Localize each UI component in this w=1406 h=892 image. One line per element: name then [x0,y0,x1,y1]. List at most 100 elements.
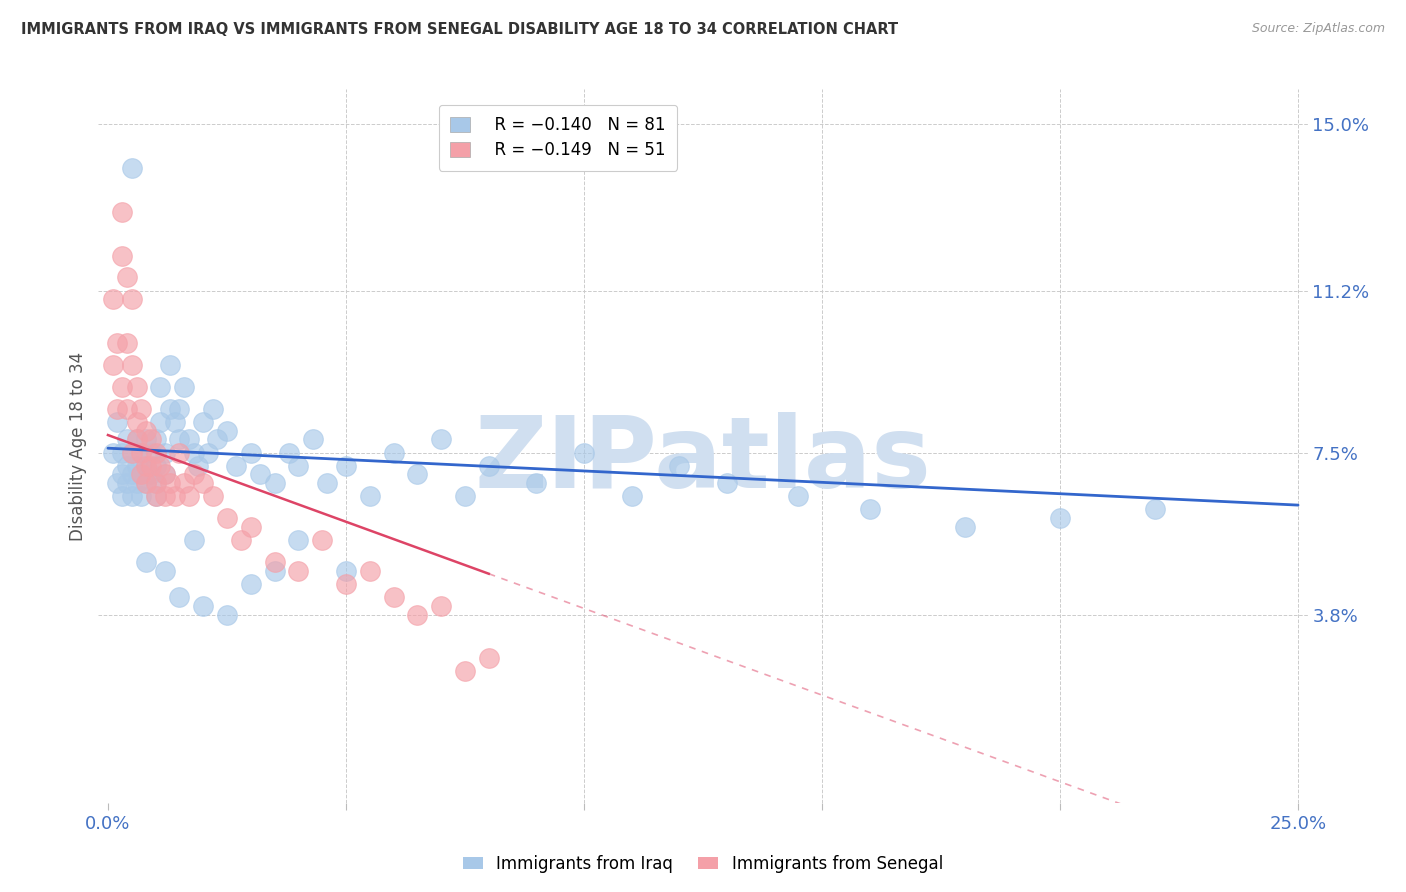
Point [287,564,309,578]
Point [145,476,167,491]
Point [125,380,148,394]
Point [277,445,299,459]
Point [382,590,405,604]
Point [139,467,162,482]
Point [215,511,238,525]
Point [145,433,167,447]
Point [121,445,143,459]
Point [121,489,143,503]
Point [335,577,357,591]
Point [335,458,357,473]
Point [183,445,205,459]
Point [111,467,134,482]
Point [207,433,229,447]
Point [153,467,176,482]
Point [201,489,224,503]
Point [107,476,129,491]
Point [953,520,976,534]
Point [129,467,152,482]
Point [382,445,405,459]
Point [121,293,143,307]
Point [173,380,195,394]
Point [1049,511,1071,525]
Point [145,489,167,503]
Point [263,564,285,578]
Point [787,489,810,503]
Point [135,458,157,473]
Point [145,489,167,503]
Point [121,467,143,482]
Point [454,489,477,503]
Point [197,445,219,459]
Point [135,424,157,438]
Point [115,401,138,416]
Point [149,458,172,473]
Point [159,401,181,416]
Point [169,433,191,447]
Point [159,358,181,372]
Point [111,489,134,503]
Point [287,458,309,473]
Point [406,607,429,622]
Point [111,445,134,459]
Point [191,599,214,613]
Point [225,458,247,473]
Point [239,520,262,534]
Point [215,607,238,622]
Point [478,458,501,473]
Point [859,502,882,516]
Legend:   R = −0.140   N = 81,   R = −0.149   N = 51: R = −0.140 N = 81, R = −0.149 N = 51 [439,104,676,170]
Point [406,467,429,482]
Point [335,564,357,578]
Point [107,336,129,351]
Point [163,489,186,503]
Point [311,533,333,548]
Point [1144,502,1167,516]
Point [191,476,214,491]
Point [115,336,138,351]
Point [263,476,285,491]
Point [239,577,262,591]
Point [187,458,209,473]
Point [145,445,167,459]
Point [145,476,167,491]
Point [173,476,195,491]
Y-axis label: Disability Age 18 to 34: Disability Age 18 to 34 [69,351,87,541]
Point [121,358,143,372]
Point [139,458,162,473]
Text: IMMIGRANTS FROM IRAQ VS IMMIGRANTS FROM SENEGAL DISABILITY AGE 18 TO 34 CORRELAT: IMMIGRANTS FROM IRAQ VS IMMIGRANTS FROM … [21,22,898,37]
Point [478,651,501,665]
Point [430,433,453,447]
Point [149,380,172,394]
Point [249,467,271,482]
Point [135,476,157,491]
Point [129,445,152,459]
Point [125,415,148,429]
Point [101,293,124,307]
Point [153,564,176,578]
Point [316,476,339,491]
Point [153,467,176,482]
Point [135,433,157,447]
Point [159,476,181,491]
Point [169,590,191,604]
Point [153,489,176,503]
Point [129,467,152,482]
Point [153,445,176,459]
Point [125,458,148,473]
Point [177,489,200,503]
Point [115,458,138,473]
Point [263,555,285,569]
Point [129,445,152,459]
Text: Source: ZipAtlas.com: Source: ZipAtlas.com [1251,22,1385,36]
Point [716,476,738,491]
Point [163,415,186,429]
Point [454,665,477,679]
Point [111,380,134,394]
Point [107,415,129,429]
Point [359,489,381,503]
Point [430,599,453,613]
Point [121,161,143,175]
Point [115,476,138,491]
Point [169,401,191,416]
